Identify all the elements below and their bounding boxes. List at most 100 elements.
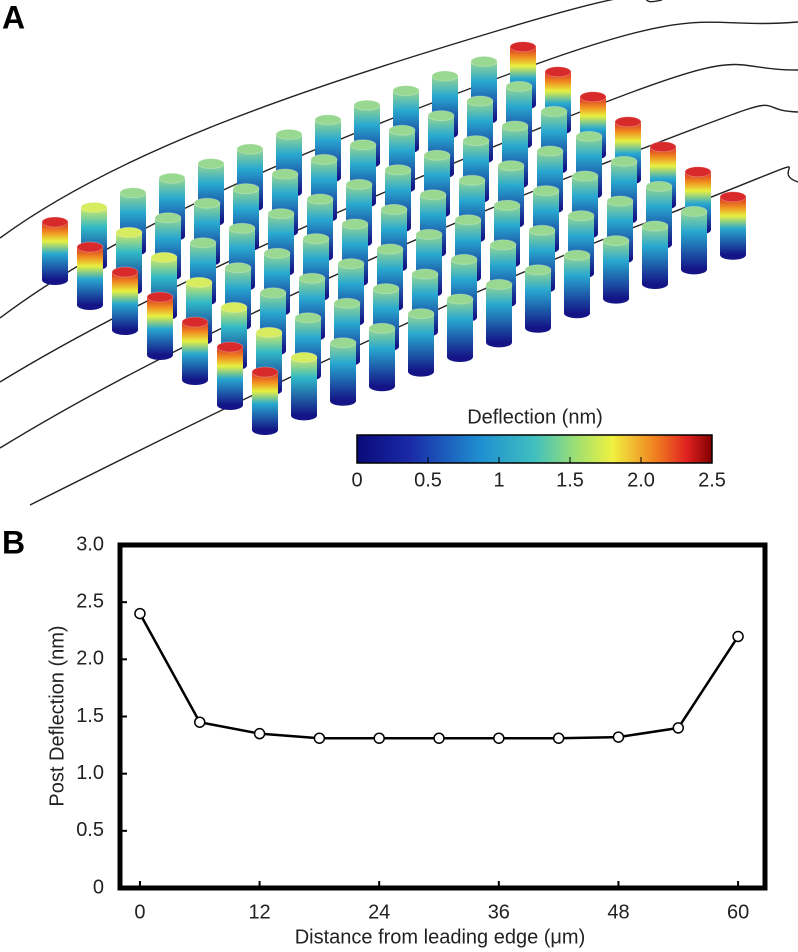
post-top	[271, 168, 299, 180]
post	[329, 337, 357, 406]
post-top	[302, 233, 330, 245]
post-top	[509, 41, 537, 53]
post-top	[310, 153, 338, 165]
y-tick-label: 2.0	[76, 648, 104, 670]
post-top	[76, 241, 104, 253]
post-top	[536, 145, 564, 157]
post-top	[532, 185, 560, 197]
x-tick-label: 60	[727, 901, 749, 923]
posts	[41, 41, 747, 435]
post-top	[298, 272, 326, 284]
post	[290, 351, 318, 421]
colorbar-tick-label: 2.0	[627, 469, 655, 491]
post-top	[485, 278, 513, 290]
post-top	[497, 160, 525, 172]
post-top	[224, 262, 252, 274]
x-tick-label: 12	[248, 901, 270, 923]
x-tick-label: 36	[488, 901, 510, 923]
y-axis-label: Post Deflection (nm)	[46, 625, 68, 806]
post-top	[606, 195, 634, 207]
post-top	[197, 158, 225, 170]
post-top	[232, 183, 260, 195]
post-body	[182, 322, 208, 380]
post	[407, 308, 435, 377]
post-top	[454, 214, 482, 226]
post-top	[641, 220, 669, 232]
post	[251, 366, 279, 435]
post-top	[290, 351, 318, 363]
y-tick-label: 0	[93, 876, 104, 898]
colorbar-tick-label: 1.5	[556, 469, 584, 491]
post	[563, 249, 591, 319]
post-body	[147, 297, 173, 355]
post-top	[493, 199, 521, 211]
post-body	[77, 247, 103, 305]
post-body	[486, 284, 512, 343]
post-top	[680, 205, 708, 217]
post-body	[564, 255, 590, 314]
post-top	[193, 197, 221, 209]
post-top	[458, 174, 486, 186]
post-body	[720, 196, 746, 255]
post	[111, 266, 139, 335]
post-top	[392, 85, 420, 97]
data-point	[612, 731, 625, 743]
post-top	[115, 226, 143, 238]
x-tick-label: 24	[368, 901, 390, 923]
post-top	[505, 80, 533, 92]
post-body	[217, 347, 243, 405]
data-point	[373, 732, 385, 744]
post-top	[563, 249, 591, 261]
post-top	[154, 212, 182, 224]
post-top	[263, 247, 291, 259]
data-point	[313, 732, 326, 744]
post-top	[236, 143, 264, 155]
post-top	[158, 172, 186, 184]
post-top	[220, 301, 248, 313]
colorbar-tick-label: 2.5	[698, 469, 726, 491]
post-top	[80, 201, 108, 213]
post	[524, 264, 552, 333]
y-tick-label: 0.5	[76, 819, 104, 841]
post-top	[427, 110, 455, 122]
data-line	[138, 612, 740, 740]
x-tick-label: 0	[134, 901, 145, 923]
post-top	[333, 297, 361, 309]
post-top	[275, 128, 303, 140]
post-top	[407, 308, 435, 320]
post-top	[255, 326, 283, 338]
data-point	[672, 722, 685, 734]
y-tick-label: 1.5	[76, 705, 104, 727]
post-top	[146, 291, 174, 303]
post-top	[544, 66, 572, 78]
post-top	[524, 264, 552, 276]
post-top	[41, 216, 69, 228]
post-top	[349, 139, 377, 151]
post-top	[259, 287, 287, 299]
data-point	[253, 727, 266, 740]
x-axis-label: Distance from leading edge (μm)	[295, 926, 586, 948]
plot-frame	[117, 542, 768, 891]
post-top	[719, 191, 747, 203]
data-point	[194, 716, 206, 728]
post-top	[446, 293, 474, 305]
post-body	[642, 226, 668, 284]
panel-label: B	[2, 524, 25, 560]
data-point	[134, 607, 146, 620]
colorbar-tick-label: 1	[493, 469, 504, 491]
post	[446, 293, 474, 362]
post-top	[216, 341, 244, 353]
post-top	[602, 235, 630, 247]
post-body	[291, 357, 317, 416]
post-top	[294, 312, 322, 324]
post-top	[419, 189, 447, 201]
post-top	[376, 243, 404, 255]
x-tick-label: 48	[607, 901, 629, 923]
post-top	[372, 283, 400, 295]
post-top	[189, 237, 217, 249]
post-body	[447, 299, 473, 357]
post	[76, 241, 104, 310]
data-point	[732, 630, 744, 643]
post-top	[341, 218, 369, 230]
post	[680, 205, 708, 275]
